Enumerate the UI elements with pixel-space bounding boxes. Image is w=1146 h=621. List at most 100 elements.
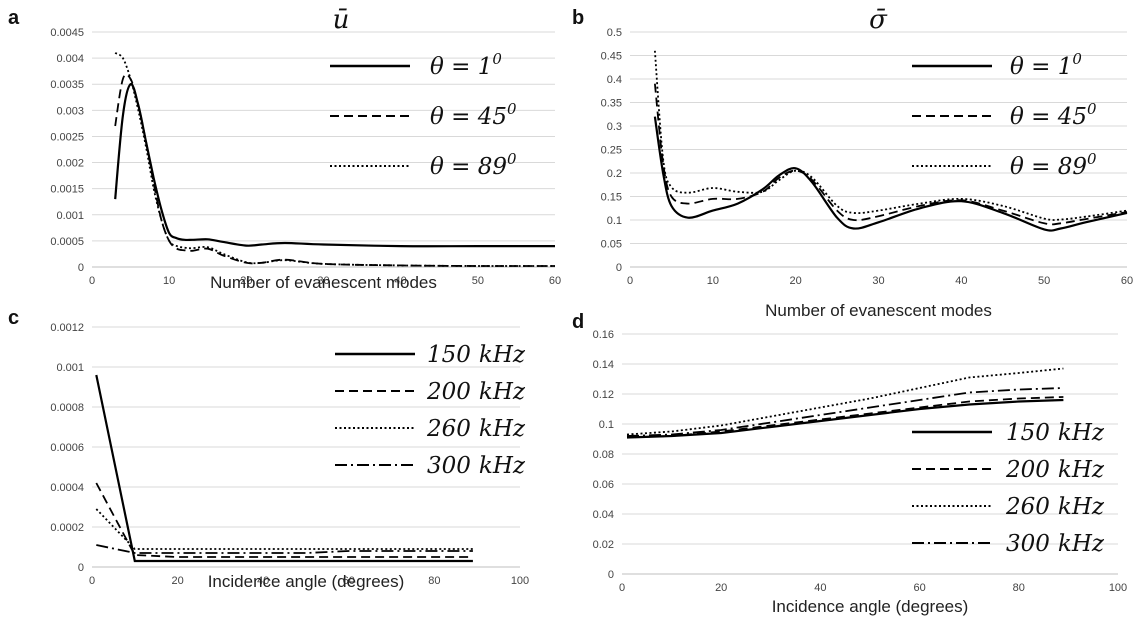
legend-superscript: 0 (1072, 50, 1082, 68)
y-tick-label: 0.15 (601, 192, 622, 204)
x-tick-label: 100 (511, 575, 529, 587)
x-tick-label: 80 (428, 575, 440, 587)
series-line-dashed (114, 73, 555, 267)
legend-unit: kHz (1058, 531, 1105, 557)
series-line-dashed (626, 396, 1064, 439)
legend-unit: kHz (479, 379, 526, 405)
y-tick-label: 0.1 (607, 215, 622, 227)
legend-entry: 150 kHz (427, 342, 526, 368)
legend-superscript: 0 (507, 150, 517, 168)
x-tick-label: 30 (872, 275, 884, 287)
x-tick-label: 20 (790, 275, 802, 287)
x-tick-label: 0 (89, 275, 95, 287)
x-tick-label: 10 (163, 275, 175, 287)
legend-superscript: 0 (1087, 150, 1097, 168)
y-tick-label: 0.0045 (50, 27, 84, 39)
panel-letter: a (8, 7, 20, 29)
x-tick-label: 80 (1013, 582, 1025, 594)
series-line-dotted (114, 52, 555, 267)
legend-entry: θ = 450 (1010, 100, 1097, 130)
chart-title: σ̄ (869, 5, 888, 35)
x-tick-label: 50 (472, 275, 484, 287)
x-axis-title: Incidence angle (degrees) (208, 572, 405, 591)
legend-label: θ = 45 (430, 104, 507, 130)
legend-entry: θ = 10 (430, 50, 502, 80)
y-tick-label: 0.4 (607, 74, 622, 86)
chart-panel-b: b σ̄ 0 0.05 0.1 0.15 0.2 0.25 0.3 0.35 0.4 0.45 0.5 0… (572, 5, 1133, 320)
x-axis-title: Number of evanescent modes (210, 273, 437, 292)
y-tick-label: 0.001 (56, 210, 84, 222)
legend-entry: θ = 890 (430, 150, 517, 180)
legend-unit: kHz (1058, 457, 1105, 483)
legend-label: 300 (427, 453, 471, 479)
x-tick-label: 40 (955, 275, 967, 287)
chart-panel-a: a ū 0 0.0005 0.001 0.0015 0.002 0.0025 0.003 0.00… (8, 5, 561, 292)
series-line-dotted (626, 367, 1064, 436)
x-tick-label: 40 (814, 582, 826, 594)
series-line-dashdot (96, 544, 473, 554)
legend-label: θ = 89 (1010, 154, 1087, 180)
x-tick-label: 0 (619, 582, 625, 594)
x-tick-label: 40 (395, 275, 407, 287)
x-tick-label: 30 (317, 275, 329, 287)
legend-label: 260 (1005, 494, 1050, 520)
legend-label: 150 (1006, 420, 1050, 446)
legend-label: θ = 1 (1010, 54, 1072, 80)
series-line-dotted (95, 508, 473, 550)
legend-entry: θ = 450 (430, 100, 517, 130)
panel-letter: b (572, 7, 584, 29)
legend-entry: 300 kHz (427, 453, 526, 479)
x-tick-label: 60 (913, 582, 925, 594)
y-tick-label: 0.08 (593, 449, 614, 461)
chart-panel-d: d 0 0.02 0.04 0.06 0.08 0.1 0.12 0.14 0.16 0 20 40 60… (572, 311, 1127, 616)
x-tick-label: 60 (549, 275, 561, 287)
legend-superscript: 0 (492, 50, 502, 68)
y-tick-label: 0.004 (56, 53, 84, 65)
y-tick-label: 0.003 (56, 105, 84, 117)
legend-entry: θ = 10 (1010, 50, 1082, 80)
x-tick-label: 60 (343, 575, 355, 587)
legend-superscript: 0 (507, 100, 517, 118)
y-tick-label: 0.35 (601, 98, 622, 110)
y-tick-label: 0.04 (593, 509, 614, 521)
y-tick-label: 0.12 (593, 389, 614, 401)
series-line-dashdot (626, 387, 1064, 437)
y-tick-label: 0.25 (601, 145, 622, 157)
legend-unit: kHz (1058, 420, 1105, 446)
y-tick-label: 0.0025 (50, 131, 84, 143)
legend-label: 200 (1005, 457, 1050, 483)
y-tick-label: 0 (616, 262, 622, 274)
y-tick-label: 0.3 (607, 121, 622, 133)
legend-label: 200 (426, 379, 471, 405)
y-tick-label: 0.0008 (50, 402, 84, 414)
legend-label: θ = 1 (430, 54, 492, 80)
x-axis-title: Number of evanescent modes (765, 301, 992, 320)
x-tick-label: 0 (89, 575, 95, 587)
y-tick-label: 0 (78, 562, 84, 574)
y-tick-label: 0.0004 (50, 482, 84, 494)
legend-entry: θ = 890 (1010, 150, 1097, 180)
legend-entry: 260 kHz (426, 416, 526, 442)
legend-entry: 200 kHz (426, 379, 526, 405)
y-tick-label: 0.1 (599, 419, 614, 431)
legend-entry: 300 kHz (1006, 531, 1105, 557)
y-tick-label: 0.16 (593, 329, 614, 341)
legend-unit: kHz (479, 416, 526, 442)
y-tick-label: 0.2 (607, 168, 622, 180)
legend-entry: 260 kHz (1005, 494, 1105, 520)
x-tick-label: 20 (240, 275, 252, 287)
y-tick-label: 0.06 (593, 479, 614, 491)
y-tick-label: 0.001 (56, 362, 84, 374)
y-tick-label: 0.0005 (50, 236, 84, 248)
series-line-solid (626, 398, 1064, 439)
x-axis-title: Incidence angle (degrees) (772, 597, 969, 616)
x-tick-label: 20 (171, 575, 183, 587)
y-tick-label: 0.05 (601, 239, 622, 251)
y-tick-label: 0.0035 (50, 79, 84, 91)
y-tick-label: 0.0015 (50, 184, 84, 196)
x-tick-label: 10 (707, 275, 719, 287)
y-tick-label: 0.02 (593, 539, 614, 551)
y-tick-label: 0.0012 (50, 322, 84, 334)
legend-label: θ = 89 (430, 154, 507, 180)
legend-superscript: 0 (1087, 100, 1097, 118)
